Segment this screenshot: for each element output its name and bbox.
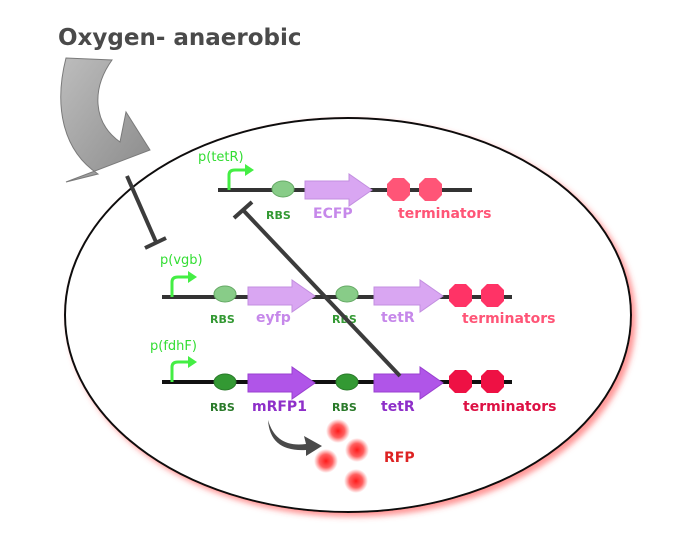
rbs-label: RBS (332, 401, 357, 414)
rbs-label: RBS (210, 313, 235, 326)
gene-cds-icon (373, 279, 444, 313)
rfp-dot-icon (345, 438, 369, 462)
gene-cds-icon (373, 366, 444, 400)
rfp-protein-cluster (314, 419, 369, 493)
terminators-label: terminators (462, 311, 555, 327)
rfp-label: RFP (384, 450, 415, 466)
promoter-arrow-icon (170, 275, 189, 297)
terminators-label: terminators (398, 206, 491, 222)
rfp-dot-icon (344, 469, 368, 493)
gene-cds-icon (247, 279, 316, 313)
gene-label: eyfp (256, 310, 291, 326)
terminator-icon (449, 370, 472, 393)
rbs-icon (271, 180, 295, 198)
operon-tetR-promoter: p(tetR) RBS ECFP terminators (198, 150, 491, 222)
promoter-arrowhead-icon (188, 356, 197, 368)
diagram-title: Oxygen- anaerobic (58, 25, 302, 51)
terminator-icon (419, 178, 442, 201)
gene-cds-icon (304, 173, 373, 207)
gene-label: tetR (381, 310, 415, 326)
terminator-icon (387, 178, 410, 201)
terminators-label: terminators (463, 399, 556, 415)
gene-label: ECFP (313, 206, 353, 222)
rfp-dot-icon (326, 419, 350, 443)
oxygen-signal-arrow-icon (60, 57, 151, 183)
rfp-dot-icon (314, 449, 338, 473)
promoter-label: p(vgb) (160, 253, 203, 268)
terminator-icon (481, 370, 504, 393)
operon-fdhF-promoter: p(fdhF) RBS mRFP1 RBS tetR terminators (150, 339, 556, 415)
gene-label: mRFP1 (252, 399, 307, 415)
terminator-icon (449, 284, 472, 307)
operon-vgb-promoter: p(vgb) RBS eyfp RBS tetR terminators (160, 253, 555, 327)
gene-label: tetR (381, 399, 415, 415)
promoter-arrowhead-icon (245, 164, 254, 176)
terminator-icon (481, 284, 504, 307)
rbs-label: RBS (266, 209, 291, 222)
expression-arrow-icon (268, 420, 322, 456)
tetR-repression-line (232, 200, 402, 378)
rbs-label: RBS (210, 401, 235, 414)
rbs-icon (213, 373, 237, 391)
promoter-label: p(tetR) (198, 150, 244, 165)
promoter-arrow-icon (170, 360, 189, 382)
oxygen-inhibition-line (125, 175, 167, 250)
rbs-icon (335, 285, 359, 303)
promoter-label: p(fdhF) (150, 339, 197, 354)
rbs-icon (213, 285, 237, 303)
cell-boundary (64, 117, 632, 513)
promoter-arrowhead-icon (188, 271, 197, 283)
gene-cds-icon (247, 366, 316, 400)
promoter-arrow-icon (227, 168, 246, 190)
rbs-icon (335, 373, 359, 391)
